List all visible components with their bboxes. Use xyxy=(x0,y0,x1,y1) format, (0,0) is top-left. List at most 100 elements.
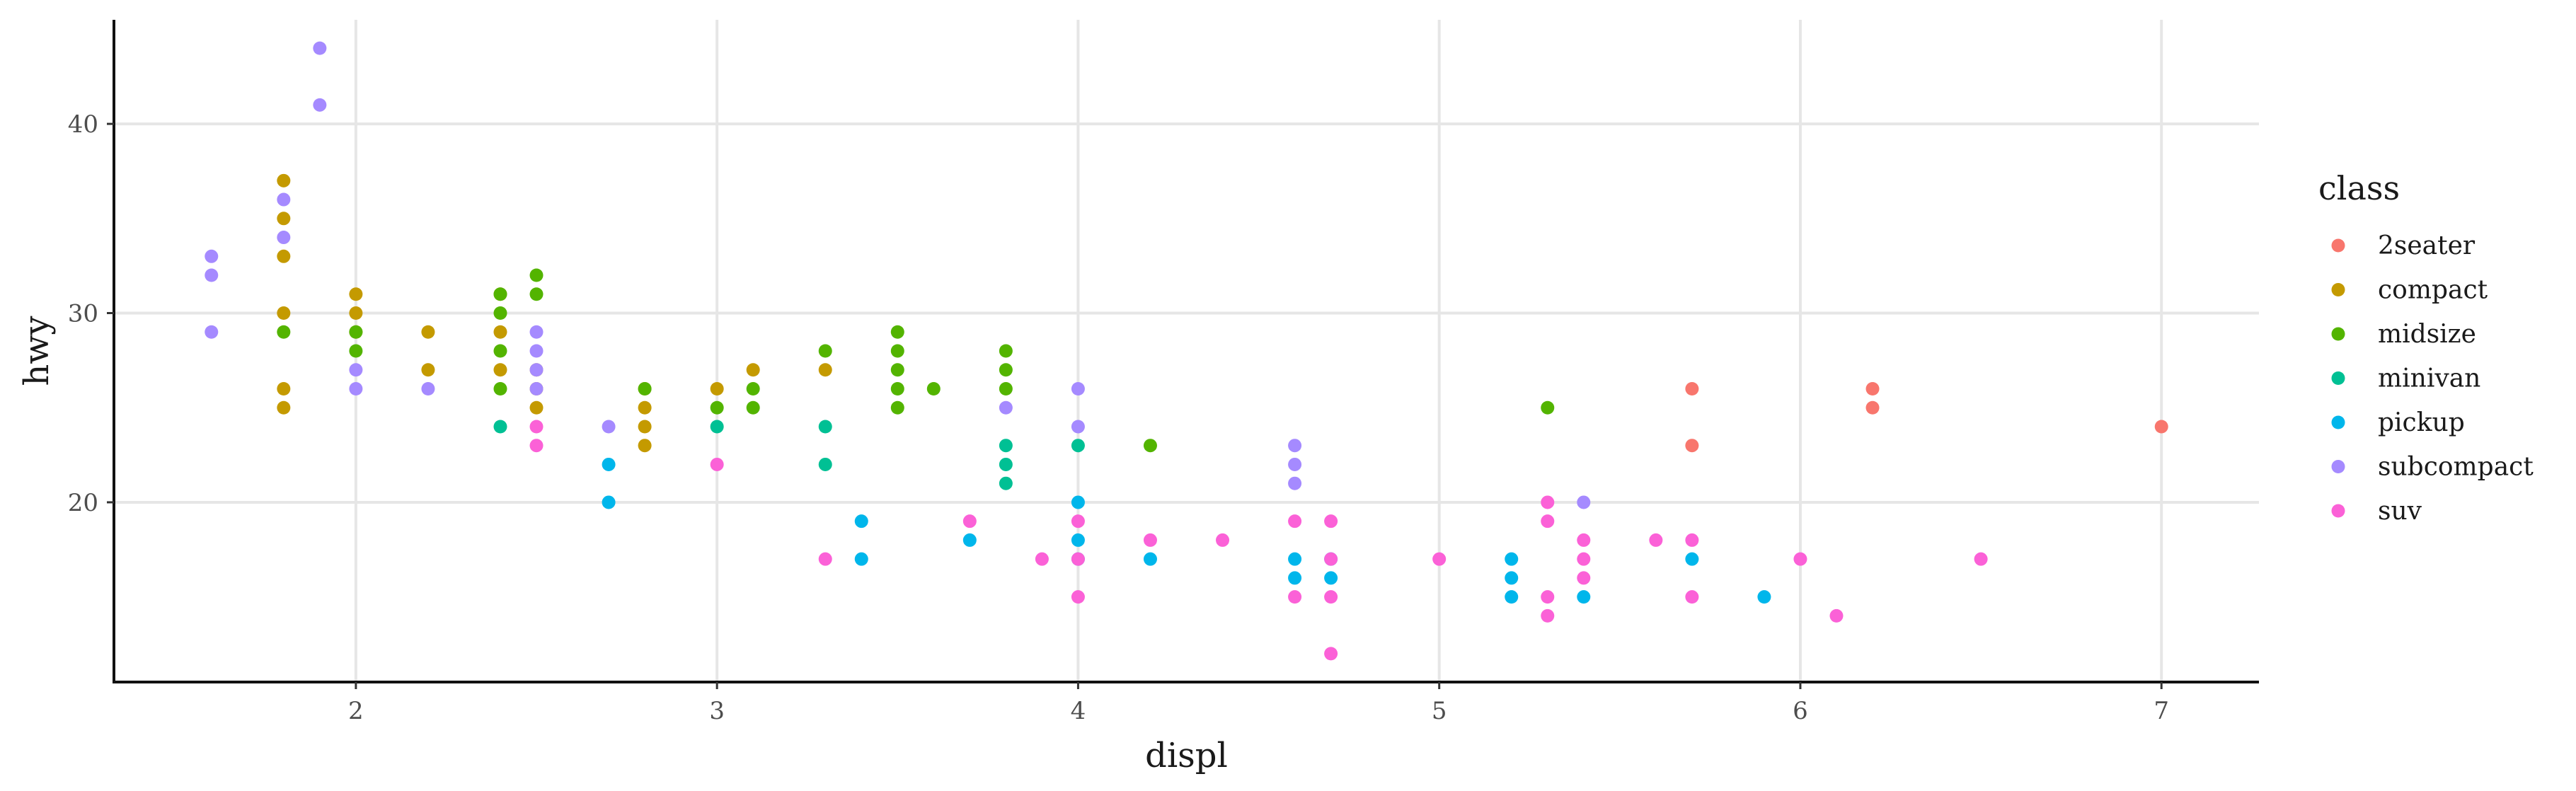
data-point-compact xyxy=(493,363,507,377)
data-point-suv xyxy=(1577,571,1591,585)
legend-label-2seater: 2seater xyxy=(2378,231,2476,260)
data-point-minivan xyxy=(999,439,1013,453)
data-point-pickup xyxy=(1071,533,1085,547)
data-point-2seater xyxy=(1685,439,1699,453)
data-point-compact xyxy=(421,363,435,377)
data-point-midsize xyxy=(746,381,760,396)
data-point-midsize xyxy=(999,363,1013,377)
data-point-suv xyxy=(1541,590,1555,604)
data-point-compact xyxy=(746,363,760,377)
data-point-subcompact xyxy=(1288,439,1302,453)
data-point-subcompact xyxy=(529,363,544,377)
data-point-subcompact xyxy=(313,41,327,55)
data-point-subcompact xyxy=(277,192,291,207)
data-point-minivan xyxy=(818,420,832,434)
data-point-suv xyxy=(1324,647,1338,661)
data-point-compact xyxy=(349,287,363,301)
data-point-pickup xyxy=(1757,590,1771,604)
data-point-pickup xyxy=(1577,590,1591,604)
data-point-subcompact xyxy=(1288,457,1302,471)
data-point-compact xyxy=(493,325,507,339)
data-point-subcompact xyxy=(529,344,544,358)
data-point-midsize xyxy=(493,306,507,321)
data-point-pickup xyxy=(1685,552,1699,566)
data-point-midsize xyxy=(818,344,832,358)
data-point-midsize xyxy=(349,344,363,358)
data-point-suv xyxy=(1288,514,1302,529)
data-point-suv xyxy=(1829,608,1844,623)
data-point-midsize xyxy=(349,325,363,339)
x-tick-label: 5 xyxy=(1432,697,1447,725)
data-point-midsize xyxy=(529,287,544,301)
legend-label-midsize: midsize xyxy=(2378,320,2476,349)
y-tick-label: 30 xyxy=(68,300,98,328)
data-point-midsize xyxy=(638,381,652,396)
data-point-compact xyxy=(277,381,291,396)
data-point-2seater xyxy=(1865,381,1880,396)
data-point-pickup xyxy=(1143,552,1157,566)
data-point-subcompact xyxy=(421,381,435,396)
data-point-subcompact xyxy=(205,268,219,282)
data-point-suv xyxy=(1288,590,1302,604)
grid-layer xyxy=(114,20,2259,682)
legend-label-suv: suv xyxy=(2378,497,2422,526)
data-point-pickup xyxy=(854,552,868,566)
data-point-midsize xyxy=(493,344,507,358)
data-point-minivan xyxy=(1071,439,1085,453)
legend-key-minivan xyxy=(2331,371,2345,385)
data-point-subcompact xyxy=(602,420,616,434)
data-point-subcompact xyxy=(529,381,544,396)
y-tick-label: 20 xyxy=(68,489,98,517)
data-point-subcompact xyxy=(1577,495,1591,509)
data-point-2seater xyxy=(2154,420,2168,434)
data-point-2seater xyxy=(1865,400,1880,415)
data-point-compact xyxy=(638,420,652,434)
legend-key-2seater xyxy=(2331,238,2345,253)
data-point-minivan xyxy=(710,420,724,434)
data-point-compact xyxy=(277,212,291,226)
data-point-midsize xyxy=(890,325,904,339)
data-point-midsize xyxy=(890,400,904,415)
data-point-subcompact xyxy=(349,381,363,396)
data-point-suv xyxy=(1541,495,1555,509)
data-point-minivan xyxy=(818,457,832,471)
legend: class 2seater compact midsize minivan pickup… xyxy=(2318,169,2534,526)
data-point-suv xyxy=(1685,590,1699,604)
axis-layer: 2 3 4 5 6 7 20 30 40 xyxy=(68,20,2259,725)
data-point-pickup xyxy=(602,457,616,471)
data-point-midsize xyxy=(493,381,507,396)
data-point-minivan xyxy=(999,457,1013,471)
data-point-pickup xyxy=(1324,571,1338,585)
data-point-suv xyxy=(1974,552,1988,566)
data-point-subcompact xyxy=(205,325,219,339)
data-point-suv xyxy=(710,457,724,471)
data-point-suv xyxy=(1793,552,1807,566)
data-point-suv xyxy=(1541,514,1555,529)
data-point-subcompact xyxy=(529,325,544,339)
data-point-suv xyxy=(1541,608,1555,623)
data-point-subcompact xyxy=(1288,476,1302,490)
data-point-suv xyxy=(529,420,544,434)
x-tick-label: 6 xyxy=(1793,697,1808,725)
data-point-2seater xyxy=(1685,381,1699,396)
data-point-compact xyxy=(638,400,652,415)
data-point-compact xyxy=(818,363,832,377)
legend-title: class xyxy=(2318,169,2400,207)
legend-label-subcompact: subcompact xyxy=(2378,453,2534,482)
data-point-minivan xyxy=(493,420,507,434)
legend-key-subcompact xyxy=(2331,460,2345,473)
data-point-midsize xyxy=(1143,439,1157,453)
data-point-compact xyxy=(277,173,291,187)
x-tick-label: 4 xyxy=(1071,697,1086,725)
data-point-pickup xyxy=(1288,552,1302,566)
data-point-subcompact xyxy=(999,400,1013,415)
legend-key-suv xyxy=(2331,504,2345,518)
data-point-midsize xyxy=(493,287,507,301)
data-point-suv xyxy=(1577,533,1591,547)
x-tick-label: 2 xyxy=(348,697,364,725)
legend-label-compact: compact xyxy=(2378,276,2488,305)
data-point-compact xyxy=(638,439,652,453)
data-point-midsize xyxy=(529,268,544,282)
data-point-midsize xyxy=(890,344,904,358)
data-point-suv xyxy=(1432,552,1447,566)
